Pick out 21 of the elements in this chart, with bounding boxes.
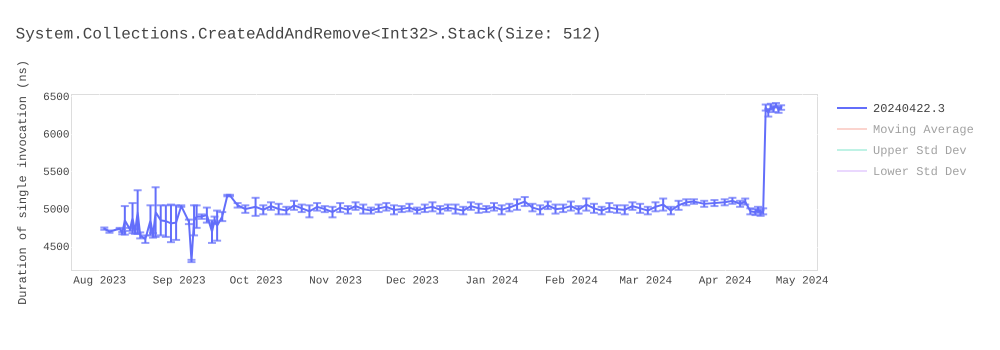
x-tick-label: Sep 2023 — [152, 276, 206, 288]
y-tick-label: 6500 — [43, 92, 70, 104]
legend-label: Moving Average — [873, 123, 974, 137]
x-tick-label: Aug 2023 — [73, 276, 126, 288]
legend-label: 20240422.3 — [873, 102, 946, 116]
x-tick-label: Feb 2024 — [544, 276, 598, 288]
x-tick-label: Jan 2024 — [466, 276, 519, 288]
y-tick-label: 4500 — [43, 242, 70, 254]
x-tick-label: Mar 2024 — [619, 276, 673, 288]
x-tick-label: May 2024 — [776, 276, 829, 288]
x-tick-label: Apr 2024 — [698, 276, 752, 288]
y-tick-label: 6000 — [43, 129, 70, 142]
x-tick-label: Oct 2023 — [230, 276, 282, 288]
y-axis-title: Duration of single invocation (ns) — [16, 60, 30, 305]
y-tick-label: 5500 — [43, 166, 70, 179]
y-tick-label: 5000 — [43, 204, 70, 217]
chart-title: System.Collections.CreateAddAndRemove<Int32>.Stack(Size: 512) — [16, 26, 602, 44]
legend-label: Lower Std Dev — [873, 165, 967, 179]
x-tick-label: Dec 2023 — [386, 276, 439, 288]
legend-label: Upper Std Dev — [873, 144, 967, 158]
x-tick-label: Nov 2023 — [309, 276, 362, 288]
